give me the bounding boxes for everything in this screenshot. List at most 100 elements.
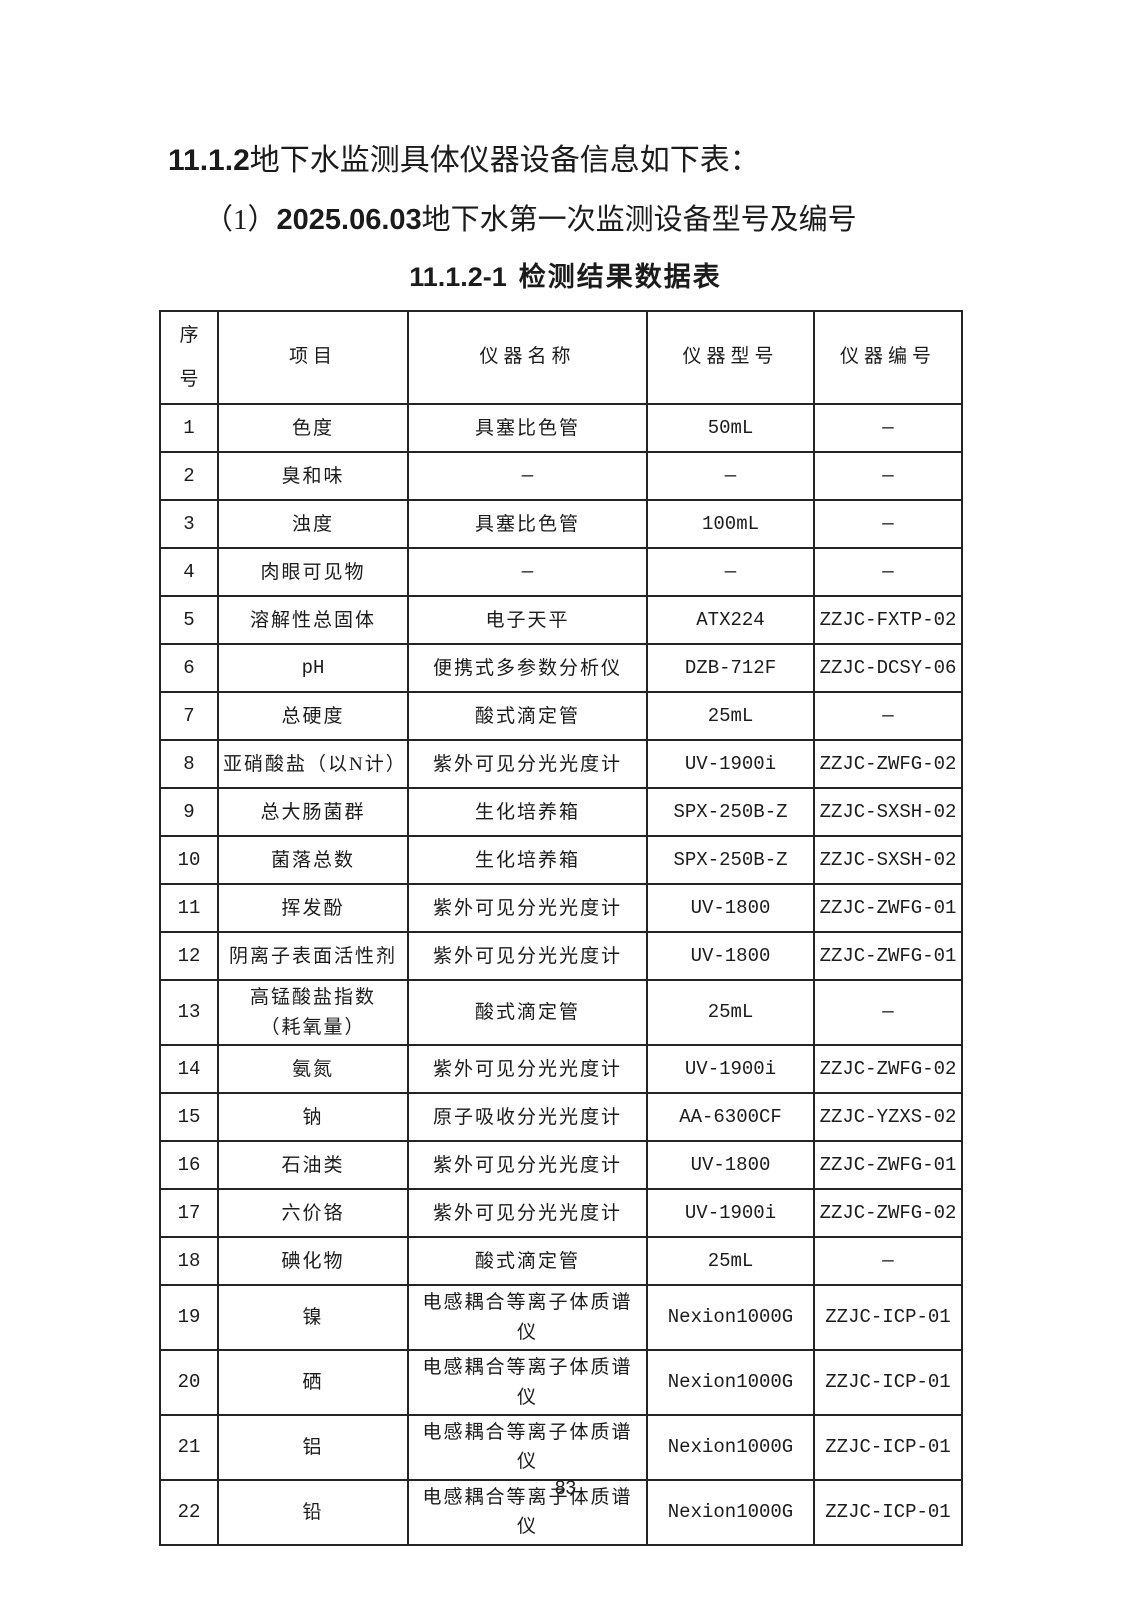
column-header-instrument-model: 仪器型号 — [646, 309, 815, 406]
table-cell: AA-6300CF — [646, 1092, 815, 1143]
row-index-cell: 8 — [159, 739, 219, 790]
row-index-cell: 4 — [159, 547, 219, 598]
table-row: 16 石油类 紫外可见分光光度计 UV-1800 ZZJC-ZWFG-01 — [159, 1140, 963, 1191]
row-index-cell: 1 — [159, 403, 219, 454]
sub-heading-text: 地下水第一次监测设备型号及编号 — [421, 204, 857, 236]
row-index-cell: 13 — [159, 979, 219, 1047]
table-row: 7 总硬度 酸式滴定管 25mL — — [159, 691, 963, 742]
table-cell: 铅 — [217, 1478, 409, 1546]
table-cell: 25mL — [646, 1236, 815, 1287]
table-cell: ZZJC-FXTP-02 — [813, 595, 963, 646]
table-row: 22 铅电感耦合等离子体质谱仪 Nexion1000G ZZJC-ICP-01 — [159, 1478, 963, 1546]
table-cell: 紫外可见分光光度计 — [407, 931, 648, 982]
table-cell: 生化培养箱 — [407, 835, 648, 886]
table-cell: ZZJC-ZWFG-02 — [813, 1044, 963, 1095]
table-row: 18 碘化物 酸式滴定管 25mL — — [159, 1236, 963, 1287]
table-cell: UV-1800 — [646, 1140, 815, 1191]
table-cell: — — [646, 547, 815, 598]
table-cell: ZZJC-ICP-01 — [813, 1349, 963, 1416]
table-cell: 电感耦合等离子体质谱仪 — [407, 1478, 648, 1546]
table-cell: SPX-250B-Z — [646, 835, 815, 886]
row-index-cell: 7 — [159, 691, 219, 742]
table-cell: — — [813, 547, 963, 598]
table-cell: 硒 — [217, 1349, 409, 1416]
table-row: 10 菌落总数 生化培养箱 SPX-250B-Z ZZJC-SXSH-02 — [159, 835, 963, 886]
row-index-cell: 14 — [159, 1044, 219, 1095]
row-index-cell: 2 — [159, 451, 219, 502]
table-cell: 酸式滴定管 — [407, 691, 648, 742]
table-cell: UV-1800 — [646, 883, 815, 934]
table-cell: 50mL — [646, 403, 815, 454]
table-cell: 25mL — [646, 979, 815, 1047]
row-index-cell: 17 — [159, 1188, 219, 1239]
table-row: 14 氨氮 紫外可见分光光度计 UV-1900i ZZJC-ZWFG-02 — [159, 1044, 963, 1095]
table-cell: 25mL — [646, 691, 815, 742]
table-cell: 便携式多参数分析仪 — [407, 643, 648, 694]
table-body: 1 色度 具塞比色管 50mL —2 臭和味 — — —3 浊度 具塞比色管 100mL —4 肉眼可见物… — [159, 403, 963, 1546]
table-title-number: 11.1.2-1 — [409, 262, 507, 292]
section-heading-text: 地下水监测具体仪器设备信息如下表： — [249, 144, 760, 177]
table-row: 6 pH 便携式多参数分析仪 DZB-712F ZZJC-DCSY-06 — [159, 643, 963, 694]
table-header-row: 序 号 项目 仪器名称 仪器型号 仪器编号 — [159, 309, 963, 406]
table-cell: 菌落总数 — [217, 835, 409, 886]
row-index-cell: 3 — [159, 499, 219, 550]
table-row: 19 镍电感耦合等离子体质谱仪 Nexion1000G ZZJC-ICP-01 — [159, 1284, 963, 1352]
table-cell: pH — [217, 643, 409, 694]
table-row: 3 浊度 具塞比色管 100mL — — [159, 499, 963, 550]
row-index-cell: 11 — [159, 883, 219, 934]
sub-heading-prefix: （1） — [204, 204, 277, 236]
table-cell: 酸式滴定管 — [407, 1236, 648, 1287]
table-cell: — — [813, 499, 963, 550]
table-cell: 浊度 — [217, 499, 409, 550]
table-row: 15 钠原子吸收分光光度计 AA-6300CF ZZJC-YZXS-02 — [159, 1092, 963, 1143]
table-row: 5 溶解性总固体 电子天平 ATX224 ZZJC-FXTP-02 — [159, 595, 963, 646]
table-cell: 亚硝酸盐（以N计） — [217, 739, 409, 790]
table-cell: ZZJC-ICP-01 — [813, 1414, 963, 1481]
table-cell: — — [813, 979, 963, 1047]
table-cell: 六价铬 — [217, 1188, 409, 1239]
section-heading: 11.1.2地下水监测具体仪器设备信息如下表： — [168, 142, 760, 180]
table-cell: ZZJC-YZXS-02 — [813, 1092, 963, 1143]
table-cell: DZB-712F — [646, 643, 815, 694]
table-row: 1 色度 具塞比色管 50mL — — [159, 403, 963, 454]
row-index-cell: 21 — [159, 1414, 219, 1481]
table-title: 11.1.2-1 检测结果数据表 — [0, 260, 1131, 294]
table-cell: 紫外可见分光光度计 — [407, 1044, 648, 1095]
table-cell: ATX224 — [646, 595, 815, 646]
table-cell: 阴离子表面活性剂 — [217, 931, 409, 982]
row-index-cell: 6 — [159, 643, 219, 694]
table-cell: 电感耦合等离子体质谱仪 — [407, 1414, 648, 1481]
table-cell: SPX-250B-Z — [646, 787, 815, 838]
table-cell: 氨氮 — [217, 1044, 409, 1095]
row-index-cell: 22 — [159, 1478, 219, 1546]
table-cell: 电子天平 — [407, 595, 648, 646]
row-index-cell: 10 — [159, 835, 219, 886]
section-heading-number: 11.1.2 — [168, 144, 250, 177]
row-index-cell: 5 — [159, 595, 219, 646]
table-row: 11 挥发酚 紫外可见分光光度计 UV-1800 ZZJC-ZWFG-01 — [159, 883, 963, 934]
table-cell: 镍 — [217, 1284, 409, 1352]
row-index-cell: 15 — [159, 1092, 219, 1143]
table-row: 20 硒电感耦合等离子体质谱仪 Nexion1000G ZZJC-ICP-01 — [159, 1349, 963, 1416]
table-title-text: 检测结果数据表 — [518, 262, 722, 292]
table-cell: ZZJC-ZWFG-01 — [813, 931, 963, 982]
instrument-table: 序 号 项目 仪器名称 仪器型号 仪器编号 1 色度 具塞比色管 50mL —2 臭和味 —… — [159, 309, 963, 1546]
table-cell: — — [813, 451, 963, 502]
table-row: 4 肉眼可见物 — — — — [159, 547, 963, 598]
table-cell: UV-1900i — [646, 739, 815, 790]
sub-heading: （1）2025.06.03地下水第一次监测设备型号及编号 — [204, 201, 857, 239]
table-cell: 色度 — [217, 403, 409, 454]
table-cell: — — [646, 451, 815, 502]
row-index-cell: 16 — [159, 1140, 219, 1191]
table-cell: 钠 — [217, 1092, 409, 1143]
table-cell: Nexion1000G — [646, 1414, 815, 1481]
column-header-seq: 序 号 — [159, 309, 219, 406]
table-cell: ZZJC-DCSY-06 — [813, 643, 963, 694]
table-cell: 铝 — [217, 1414, 409, 1481]
column-header-instrument-number: 仪器编号 — [813, 309, 963, 406]
table-cell: — — [407, 547, 648, 598]
table-cell: 原子吸收分光光度计 — [407, 1092, 648, 1143]
table-cell: 紫外可见分光光度计 — [407, 739, 648, 790]
row-index-cell: 18 — [159, 1236, 219, 1287]
